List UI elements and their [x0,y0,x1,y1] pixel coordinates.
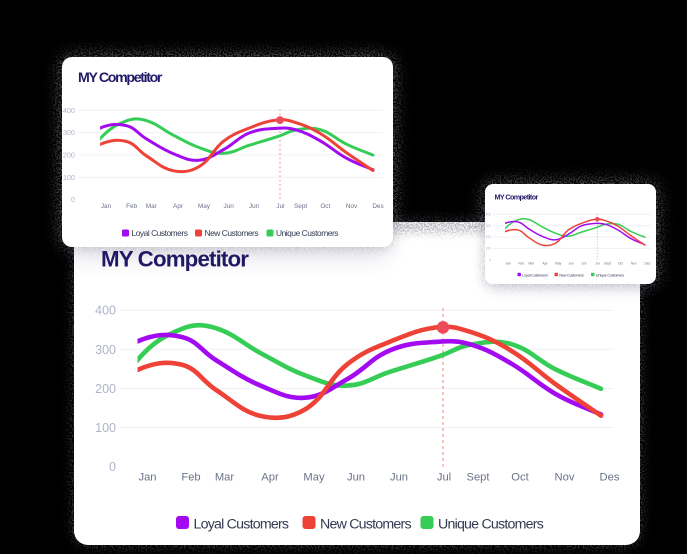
svg-text:300: 300 [63,128,75,137]
svg-text:Apr: Apr [542,262,548,266]
svg-text:Feb: Feb [181,472,200,484]
svg-text:Sept: Sept [294,203,307,210]
svg-text:Oct: Oct [618,262,623,266]
svg-text:Sept: Sept [466,472,490,484]
svg-text:Nov: Nov [555,472,575,484]
svg-text:Jun: Jun [347,472,365,484]
svg-text:Apr: Apr [173,203,184,210]
svg-text:Des: Des [644,262,650,266]
svg-text:100: 100 [486,247,492,251]
svg-text:MY Competitor: MY Competitor [78,70,163,86]
svg-text:0: 0 [489,258,491,262]
svg-text:Jan: Jan [101,203,112,210]
svg-text:Jun: Jun [390,472,408,484]
svg-text:Jan: Jan [505,262,510,266]
svg-text:Unique Customers: Unique Customers [596,273,624,277]
svg-text:Oct: Oct [511,472,529,484]
svg-text:MY Competitor: MY Competitor [495,193,539,202]
svg-text:Des: Des [372,203,383,210]
svg-text:Loyal Customers: Loyal Customers [194,517,289,533]
svg-text:May: May [198,203,211,210]
svg-text:Feb: Feb [126,203,137,210]
svg-text:Jun: Jun [568,262,573,266]
svg-text:Jan: Jan [138,472,156,484]
svg-text:0: 0 [109,460,116,474]
svg-text:400: 400 [486,212,492,216]
svg-text:Jun: Jun [224,203,235,210]
svg-text:300: 300 [95,343,116,357]
svg-text:Unique Customers: Unique Customers [438,517,544,533]
svg-text:Mar: Mar [215,472,235,484]
svg-text:Jun: Jun [249,203,260,210]
svg-text:Jul: Jul [437,472,451,484]
svg-text:Loyal Customers: Loyal Customers [132,228,188,238]
svg-text:100: 100 [95,421,116,435]
svg-text:200: 200 [63,151,75,160]
svg-text:Feb: Feb [518,262,524,266]
svg-text:New Customers: New Customers [320,517,411,533]
svg-text:Jul: Jul [276,203,284,210]
svg-text:May: May [555,262,562,266]
svg-text:200: 200 [486,235,492,239]
svg-text:May: May [303,472,325,484]
svg-text:Nov: Nov [631,262,637,266]
svg-text:Apr: Apr [261,472,279,484]
svg-text:200: 200 [95,382,116,396]
svg-text:400: 400 [63,106,75,115]
svg-text:Unique Customers: Unique Customers [276,228,338,238]
svg-text:New Customers: New Customers [559,273,584,277]
svg-text:Mar: Mar [528,262,535,266]
svg-text:New Customers: New Customers [205,228,259,238]
svg-text:300: 300 [486,224,492,228]
svg-text:MY Competitor: MY Competitor [101,247,249,272]
svg-text:Des: Des [600,472,620,484]
svg-text:Nov: Nov [346,203,358,210]
svg-text:400: 400 [95,304,116,318]
svg-text:Jun: Jun [581,262,586,266]
svg-text:0: 0 [71,195,75,204]
svg-text:Jul: Jul [595,262,599,266]
svg-text:Oct: Oct [320,203,330,210]
svg-text:Loyal Customers: Loyal Customers [522,273,548,277]
svg-text:Mar: Mar [146,203,158,210]
svg-text:Sept: Sept [604,262,611,266]
svg-text:100: 100 [63,173,75,182]
